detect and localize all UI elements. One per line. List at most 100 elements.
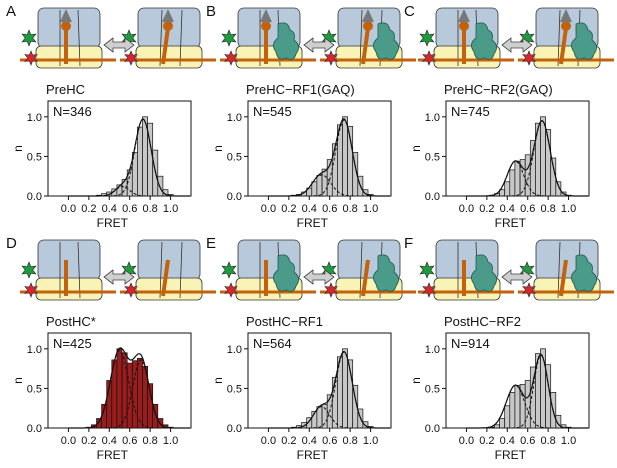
double-arrow-icon [303,269,335,285]
y-tick-label: 1.0 [425,344,440,356]
gaussian-sum-line [466,119,588,197]
histogram-bar [524,154,531,197]
panel-letter: B [206,3,216,20]
donor-dye-icon [21,29,37,47]
schematic-diagram [20,239,216,301]
sample-size-label: N=346 [53,104,92,119]
acceptor-dye-icon [324,282,338,298]
y-tick-label: 0.5 [425,383,440,395]
acceptor-dye-icon [522,282,536,298]
acceptor-dye-icon [324,50,338,66]
x-tick-label: 0.4 [102,435,117,447]
schematic-diagram [220,7,416,69]
trna-elbow-icon [261,21,271,31]
site-divider-line [359,9,363,67]
panel-letter: C [404,3,415,20]
x-tick-label: 0.2 [281,435,296,447]
release-factor-icon [373,22,399,60]
small-subunit-icon [35,277,103,301]
trna-icon [361,259,370,297]
site-divider-line [557,9,561,67]
x-tick-label: 0.0 [261,435,276,447]
sample-size-label: N=914 [451,336,490,351]
histogram-bar [116,348,123,429]
sample-size-label: N=425 [53,336,92,351]
site-divider-line [159,241,163,299]
schematic-diagram [418,239,614,301]
acceptor-dye-icon [224,50,238,66]
x-tick-label: 0.4 [102,203,117,215]
y-axis-label: n [11,145,25,152]
y-tick-label: 1.0 [227,112,242,124]
y-axis-label: n [211,377,225,384]
x-axis-label: FRET [97,448,129,462]
y-tick-label: 0.5 [227,383,242,395]
acceptor-dye-icon [224,282,238,298]
panel-title: PostHC* [46,314,96,329]
y-tick-label: 0.5 [27,383,42,395]
site-divider-line [359,241,363,299]
trna-elbow-icon [561,21,571,31]
trna-icon [361,27,370,65]
release-factor-icon [373,254,399,292]
histogram-bar [529,140,536,197]
release-factor-icon [273,22,299,60]
x-tick-label: 0.0 [261,203,276,215]
x-tick-label: 0.2 [281,203,296,215]
small-subunit-icon [135,45,203,69]
histogram-bar [514,160,521,197]
y-tick-label: 0.0 [27,423,42,435]
x-axis-label: FRET [97,216,129,230]
acceptor-dye-icon [124,50,138,66]
trna-elbow-icon [459,21,469,31]
x-tick-label: 0.6 [520,435,535,447]
y-tick-label: 1.0 [27,344,42,356]
x-tick-label: 0.8 [142,435,157,447]
x-tick-label: 0.4 [302,203,317,215]
acceptor-dye-icon [24,50,38,66]
small-subunit-icon [35,45,103,69]
panel-title: PreHC [46,82,85,97]
x-tick-label: 0.0 [459,203,474,215]
trna-elbow-icon [61,21,71,31]
y-tick-label: 0.0 [425,191,440,203]
schematic-diagram [220,239,416,301]
schematic-diagram [20,7,216,69]
site-divider-line [557,241,561,299]
histogram-bars [96,116,174,197]
trna-icon [161,27,170,65]
y-tick-label: 0.0 [227,191,242,203]
panel-letter: D [6,235,17,252]
x-tick-label: 1.0 [163,203,178,215]
histogram-bar [504,181,511,197]
histogram-bar [121,352,128,429]
panel-title: PreHC−RF1(GAQ) [246,82,355,97]
small-subunit-icon [135,277,203,301]
y-axis-label: n [409,145,423,152]
x-tick-label: 0.8 [142,203,157,215]
histogram-bar [499,189,506,197]
gaussian-sum-line [68,347,190,429]
x-tick-label: 0.8 [540,435,555,447]
panel-title: PostHC−RF1 [246,314,323,329]
acceptor-dye-icon [522,50,536,66]
x-tick-label: 0.8 [342,203,357,215]
y-tick-label: 0.0 [227,423,242,435]
x-tick-label: 0.8 [540,203,555,215]
histogram-bar [131,360,138,429]
release-factor-icon [471,22,497,60]
site-divider-line [159,9,163,67]
x-tick-label: 0.2 [81,435,96,447]
double-arrow-icon [303,37,335,53]
histogram-bar [504,405,511,429]
site-divider-line [77,241,81,299]
double-arrow-icon [103,37,135,53]
site-divider-line [179,9,183,67]
schematic-diagram [418,7,614,69]
panel-letter: E [206,235,216,252]
histogram-bar [316,406,323,429]
donor-dye-icon [419,29,435,47]
y-tick-label: 0.5 [27,151,42,163]
x-tick-label: 0.4 [500,435,515,447]
